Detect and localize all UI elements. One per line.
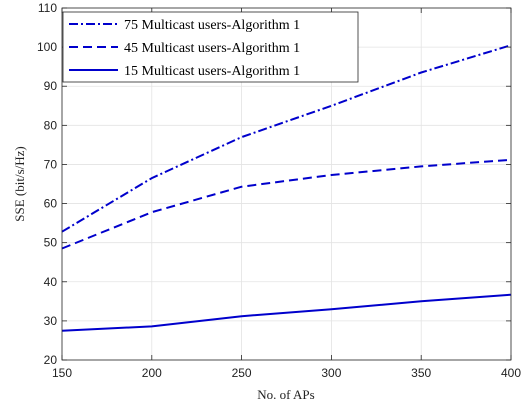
x-tick-label: 250 xyxy=(232,366,252,380)
x-tick-label: 350 xyxy=(411,366,431,380)
series-line-1 xyxy=(61,44,512,233)
plot-frame xyxy=(61,7,512,361)
series-line-3 xyxy=(61,293,512,332)
legend: 75 Multicast users-Algorithm 1 45 Multica… xyxy=(62,11,359,83)
y-tick-label: 40 xyxy=(44,275,58,289)
y-tick-label: 20 xyxy=(44,353,58,367)
y-tick-label: 30 xyxy=(44,314,58,328)
legend-label: 15 Multicast users-Algorithm 1 xyxy=(124,64,300,79)
x-tick-label: 200 xyxy=(142,366,162,380)
x-axis-label: No. of APs xyxy=(257,387,314,402)
y-tick-label: 80 xyxy=(44,118,58,132)
x-tick-label: 400 xyxy=(501,366,521,380)
legend-label: 75 Multicast users-Algorithm 1 xyxy=(124,18,300,33)
x-axis-tick-labels: 150 200 250 300 350 400 xyxy=(52,366,521,380)
y-tick-label: 90 xyxy=(44,79,58,93)
y-tick-label: 50 xyxy=(44,236,58,250)
x-tick-label: 300 xyxy=(321,366,341,380)
y-axis-label: SSE (bit/s/Hz) xyxy=(12,146,27,221)
series-lines xyxy=(61,44,512,332)
x-tick-label: 150 xyxy=(52,366,72,380)
y-tick-label: 70 xyxy=(44,157,58,171)
axis-ticks xyxy=(61,7,512,361)
y-tick-label: 110 xyxy=(38,1,57,15)
y-tick-label: 60 xyxy=(44,197,58,211)
series-line-2 xyxy=(61,158,512,250)
y-axis-tick-labels: 20 30 40 50 60 70 80 90 100 110 xyxy=(37,1,57,367)
legend-label: 45 Multicast users-Algorithm 1 xyxy=(124,41,300,56)
y-tick-label: 100 xyxy=(37,40,57,54)
